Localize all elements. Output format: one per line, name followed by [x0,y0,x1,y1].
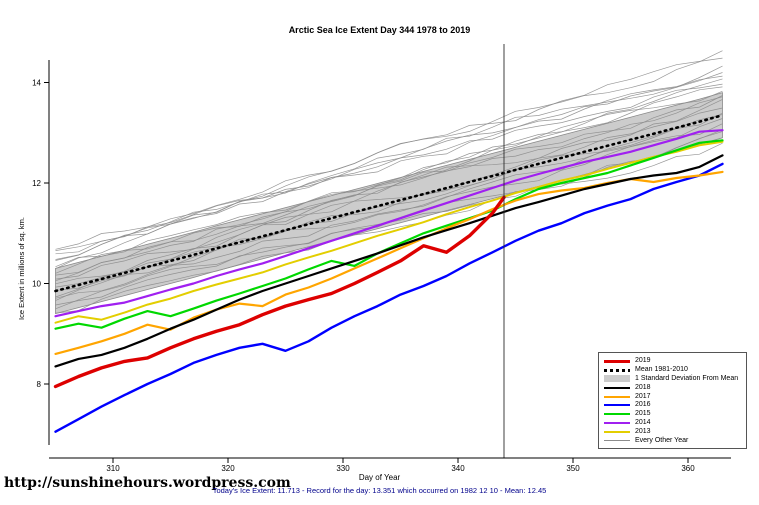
legend-label: 2019 [635,357,651,365]
legend-swatch [604,421,630,424]
x-axis-title: Day of Year [358,473,401,482]
mean-line [54,113,724,293]
series-line-2018 [54,154,724,368]
other-year-line [55,123,723,299]
watermark-url: http://sunshinehours.wordpress.com [4,475,291,491]
other-year-line [55,114,723,301]
y-tick-label: 12 [32,179,41,188]
legend-swatch [604,359,630,364]
other-year-line [55,57,723,250]
legend-swatch [604,404,630,407]
legend-box: 2019 Mean 1981-2010 1 Standard Deviation F… [598,352,747,449]
legend-item-2014: 2014 [604,419,741,428]
x-tick-label: 320 [221,464,235,473]
y-axis-title: Ice Extent in millions of sq. km. [17,217,26,320]
other-year-line [55,112,723,291]
x-tick-label: 330 [336,464,350,473]
legend-label: 2016 [635,401,651,409]
legend-label: 2014 [635,418,651,426]
other-year-line [55,86,723,274]
legend-swatch [604,413,630,416]
y-tick-label: 14 [32,79,41,88]
legend-label: Every Other Year [635,436,689,444]
std-dev-band [55,92,723,315]
other-year-line [55,107,723,285]
legend-item-2015: 2015 [604,410,741,419]
legend-label: 1 Standard Deviation From Mean [635,374,739,382]
legend-swatch [604,368,630,372]
chart-title: Arctic Sea Ice Extent Day 344 1978 to 20… [288,25,471,35]
series-line-2016 [54,162,724,433]
other-year-line [55,118,723,298]
legend-label: 2015 [635,410,651,418]
other-year-line [55,90,723,276]
legend-swatch [604,395,630,398]
x-tick-label: 350 [566,464,580,473]
legend-item-1-standard-deviation-from-mean: 1 Standard Deviation From Mean [604,375,741,384]
legend-label: Mean 1981-2010 [635,366,688,374]
legend-item-2019: 2019 [604,357,741,366]
legend-item-2016: 2016 [604,401,741,410]
legend-label: 2017 [635,392,651,400]
y-tick-label: 10 [32,280,41,289]
legend-item-2017: 2017 [604,392,741,401]
legend-swatch [604,375,630,383]
series-line-2019 [53,195,506,389]
legend-item-every-other-year: Every Other Year [604,436,741,445]
other-year-line [55,142,723,314]
series-line-2014 [54,129,724,318]
x-tick-label: 310 [106,464,120,473]
other-year-line [55,96,723,280]
legend-label: 2018 [635,383,651,391]
legend-rows: 2019 Mean 1981-2010 1 Standard Deviation F… [604,357,741,445]
other-year-line [55,78,723,268]
legend-label: 2013 [635,427,651,435]
y-tick-label: 8 [37,380,42,389]
legend-item-2018: 2018 [604,383,741,392]
legend-swatch [604,440,630,442]
legend-swatch [604,386,630,389]
x-tick-label: 360 [681,464,695,473]
legend-swatch [604,430,630,433]
legend-item-2013: 2013 [604,427,741,436]
other-year-line [55,65,723,260]
x-tick-label: 340 [451,464,465,473]
other-year-line [55,72,723,255]
legend-item-mean-1981-2010: Mean 1981-2010 [604,366,741,375]
footer-summary: Today's Ice Extent: 11.713 - Record for … [212,486,547,495]
series-line-2013 [54,140,724,324]
